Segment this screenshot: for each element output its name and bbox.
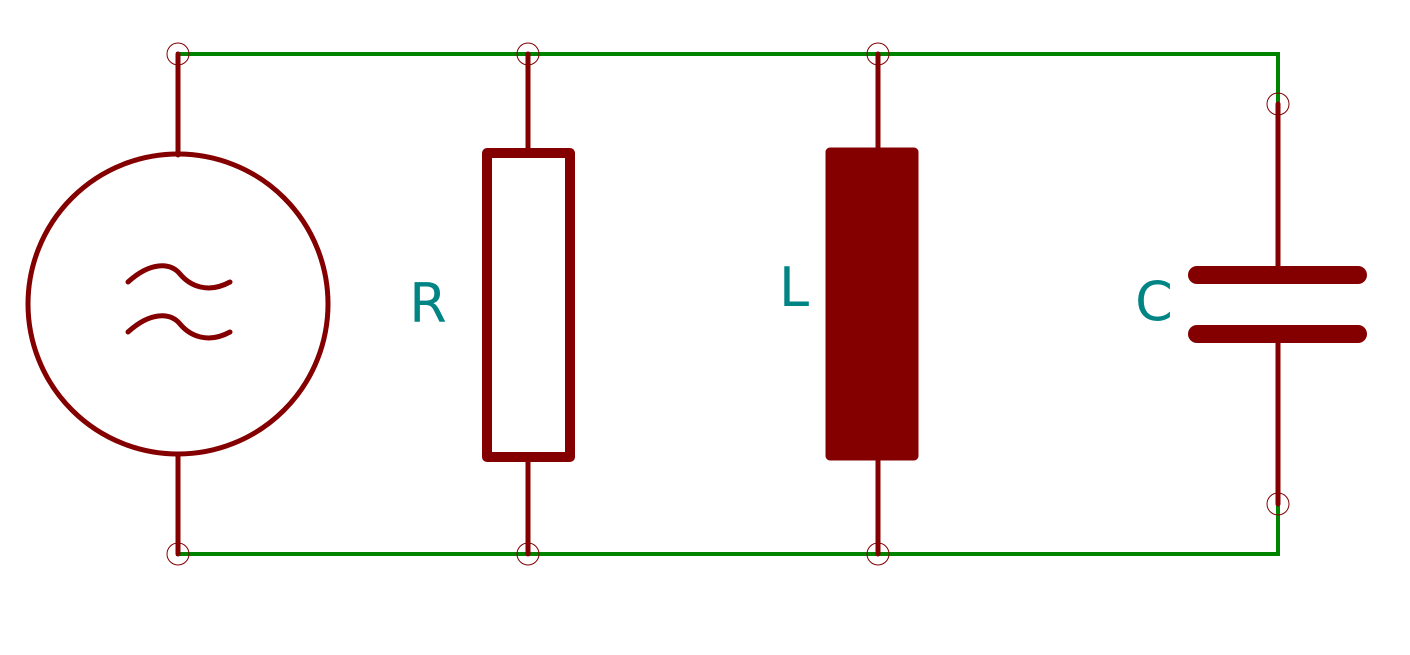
resistor-body	[482, 148, 575, 462]
pin-marker	[516, 42, 540, 66]
inductor-body	[825, 147, 919, 461]
pin-marker	[866, 42, 890, 66]
capacitor-label: C	[1135, 270, 1173, 333]
capacitor	[1188, 101, 1367, 507]
sine-wave-upper	[125, 263, 233, 291]
top-wire	[176, 52, 1280, 106]
resistor-label: R	[409, 272, 447, 335]
pin-marker	[1266, 492, 1290, 516]
pin-marker	[166, 42, 190, 66]
sine-wave-lower	[125, 313, 233, 341]
pin-markers	[166, 42, 1290, 566]
ac-source	[25, 51, 331, 557]
resistor	[482, 51, 575, 557]
inductor-label: L	[779, 256, 809, 319]
pin-marker	[166, 542, 190, 566]
pin-marker	[516, 542, 540, 566]
ac-source-circle	[25, 151, 331, 457]
bottom-wire	[176, 502, 1280, 556]
inductor	[825, 51, 919, 557]
pin-marker	[1266, 92, 1290, 116]
pin-marker	[866, 542, 890, 566]
wires	[176, 52, 1280, 556]
